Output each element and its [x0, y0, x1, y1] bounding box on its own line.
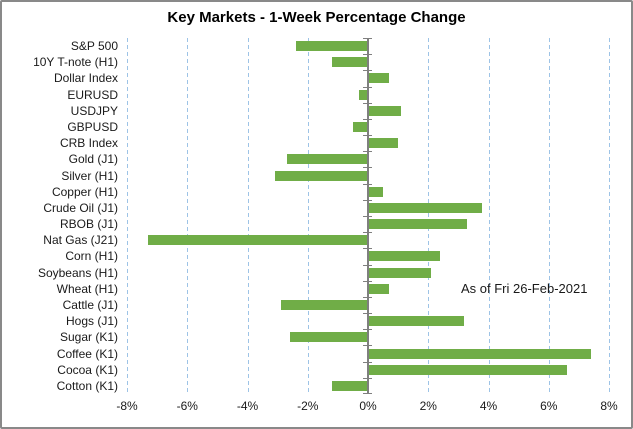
category-axis-tick [363, 378, 372, 379]
chart-title: Key Markets - 1-Week Percentage Change [167, 9, 466, 26]
bar-silver-h1 [274, 170, 367, 181]
bar-10y-t-note-h1 [331, 57, 367, 68]
category-label: Cotton (K1) [56, 378, 118, 393]
bar-dollar-index [369, 73, 390, 84]
vertical-gridline [247, 38, 249, 394]
bar-corn-h1 [369, 251, 441, 262]
bar-usdjpy [369, 105, 402, 116]
category-axis-tick [363, 103, 372, 104]
category-label: Hogs (J1) [65, 314, 118, 329]
bar-sugar-k1 [289, 332, 367, 343]
as-of-date-annotation: As of Fri 26-Feb-2021 [461, 281, 588, 296]
x-axis-label: -6% [176, 399, 198, 413]
category-label: S&P 500 [70, 39, 118, 54]
bar-copper-h1 [369, 186, 384, 197]
x-axis-label: -2% [297, 399, 319, 413]
bar-rbob-j1 [369, 219, 468, 230]
bar-crb-index [369, 138, 399, 149]
category-label: Soybeans (H1) [37, 265, 118, 280]
category-label: Wheat (H1) [56, 281, 118, 296]
category-axis-tick [363, 313, 372, 314]
category-label: GBPUSD [67, 120, 118, 134]
bar-coffee-k1 [369, 348, 591, 359]
bar-cotton-k1 [331, 380, 367, 391]
bar-gold-j1 [286, 154, 367, 165]
category-axis-tick [363, 281, 372, 282]
category-axis-tick [363, 167, 372, 168]
category-axis-tick [363, 232, 372, 233]
category-label: Coffee (K1) [56, 346, 118, 361]
category-label: RBOB (J1) [59, 217, 118, 232]
category-label: Cattle (J1) [62, 298, 118, 312]
x-axis-label: 8% [600, 399, 618, 413]
x-axis-label: 4% [479, 399, 498, 413]
category-axis-tick [363, 216, 372, 217]
category-axis-tick [363, 70, 372, 71]
bar-s-p-500 [295, 41, 367, 52]
vertical-gridline [428, 38, 430, 394]
bar-eurusd [358, 89, 367, 100]
x-axis-label: 0% [359, 399, 377, 413]
category-axis-tick [363, 362, 372, 363]
category-axis-tick [363, 345, 372, 346]
vertical-gridline [609, 38, 610, 394]
category-axis-tick [363, 297, 372, 298]
vertical-gridline [307, 38, 309, 394]
bar-soybeans-h1 [369, 267, 432, 278]
category-axis-tick [363, 119, 372, 120]
category-label: CRB Index [59, 136, 118, 151]
bar-nat-gas-j21 [148, 235, 367, 246]
category-axis-tick [363, 38, 372, 39]
category-label: Crude Oil (J1) [43, 200, 118, 215]
category-axis-tick [363, 393, 372, 394]
category-label: Dollar Index [53, 71, 118, 86]
vertical-gridline [488, 38, 490, 394]
x-axis-label: -4% [236, 399, 259, 413]
bar-wheat-h1 [369, 283, 390, 294]
bar-cattle-j1 [280, 300, 367, 310]
category-axis-tick [363, 248, 372, 249]
category-label: EURUSD [67, 87, 118, 102]
bar-cocoa-k1 [369, 364, 567, 375]
category-label: Silver (H1) [61, 168, 118, 183]
category-axis-tick [363, 265, 372, 266]
plot-area [127, 38, 610, 394]
category-label: Copper (H1) [51, 184, 118, 199]
x-axis-label: 6% [540, 399, 558, 413]
category-axis-tick [363, 135, 372, 136]
vertical-gridline [187, 38, 189, 394]
bar-hogs-j1 [369, 316, 465, 327]
category-axis-tick [363, 184, 372, 185]
category-label: Sugar (K1) [59, 330, 118, 345]
category-label: 10Y T-note (H1) [33, 55, 118, 70]
category-label: Cocoa (K1) [57, 362, 118, 377]
category-label: USDJPY [70, 103, 118, 118]
bar-gbpusd [352, 122, 367, 132]
category-axis-tick [363, 151, 372, 152]
x-axis-label: 2% [419, 399, 437, 413]
category-axis-tick [363, 54, 372, 55]
vertical-gridline [127, 38, 128, 394]
vertical-gridline [548, 38, 550, 394]
category-axis-tick [363, 329, 372, 330]
x-axis-label: -8% [116, 399, 138, 413]
category-axis-tick [363, 87, 372, 88]
category-label: Gold (J1) [68, 152, 118, 167]
bar-crude-oil-j1 [369, 202, 483, 213]
category-label: Corn (H1) [65, 249, 118, 264]
category-axis-tick [363, 200, 372, 201]
category-label: Nat Gas (J21) [43, 233, 118, 248]
